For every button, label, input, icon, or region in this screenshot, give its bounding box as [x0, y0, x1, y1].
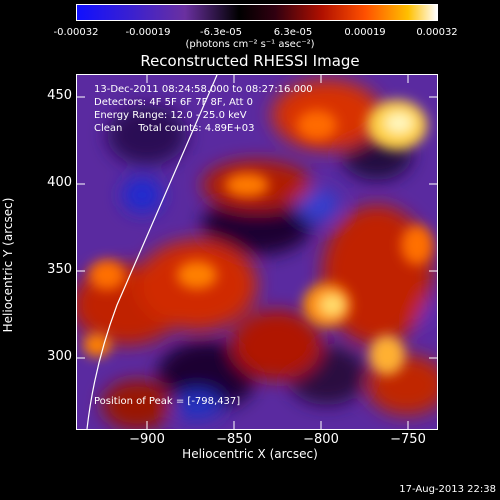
colorbar-tick: -6.3e-05 — [200, 27, 242, 38]
rhessi-map — [77, 75, 437, 429]
detectors-label: Detectors: 4F 5F 6F 7F 8F, Att 0 — [94, 97, 254, 108]
colorbar-tick: -0.00032 — [53, 27, 99, 38]
x-tick-label: −800 — [303, 432, 339, 447]
colorbar — [76, 4, 438, 21]
y-axis-label: Heliocentric Y (arcsec) — [1, 197, 15, 333]
energy-range-label: Energy Range: 12.0 - 25.0 keV — [94, 110, 247, 121]
rhessi-image — [76, 74, 438, 430]
x-axis-label: Heliocentric X (arcsec) — [182, 447, 318, 461]
solar-limb-curve — [86, 75, 218, 429]
colorbar-tick: 0.00019 — [344, 27, 386, 38]
method-counts-label: Clean Total counts: 4.89E+03 — [94, 123, 255, 134]
y-tick-label: 350 — [47, 262, 72, 277]
colorbar-tick: 0.00032 — [416, 27, 458, 38]
peak-position-label: Position of Peak = [-798,437] — [94, 396, 241, 407]
y-tick-label: 300 — [47, 349, 72, 364]
timestamp-footer: 17-Aug-2013 22:38 — [399, 484, 496, 495]
colorbar-tick: 6.3e-05 — [273, 27, 313, 38]
y-tick-label: 450 — [47, 88, 72, 103]
x-tick-label: −900 — [129, 432, 165, 447]
x-tick-label: −750 — [390, 432, 426, 447]
colorbar-units: (photons cm⁻² s⁻¹ asec⁻²) — [185, 39, 315, 50]
page-title: Reconstructed RHESSI Image — [140, 52, 360, 70]
time-range-label: 13-Dec-2011 08:24:58.000 to 08:27:16.000 — [94, 84, 313, 95]
y-tick-label: 400 — [47, 175, 72, 190]
x-tick-label: −850 — [216, 432, 252, 447]
colorbar-tick: -0.00019 — [125, 27, 171, 38]
